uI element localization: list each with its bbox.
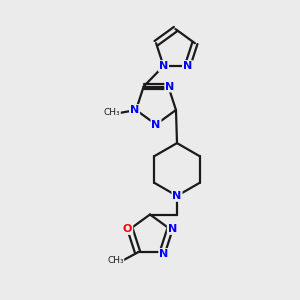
Text: CH₃: CH₃ (107, 256, 124, 266)
Text: N: N (152, 119, 160, 130)
Text: CH₃: CH₃ (104, 109, 120, 118)
Text: N: N (159, 61, 168, 71)
Text: N: N (172, 191, 182, 201)
Text: N: N (165, 82, 175, 92)
Text: N: N (159, 249, 169, 259)
Text: N: N (183, 61, 192, 71)
Text: O: O (123, 224, 132, 234)
Text: N: N (168, 224, 177, 234)
Text: N: N (130, 105, 139, 115)
